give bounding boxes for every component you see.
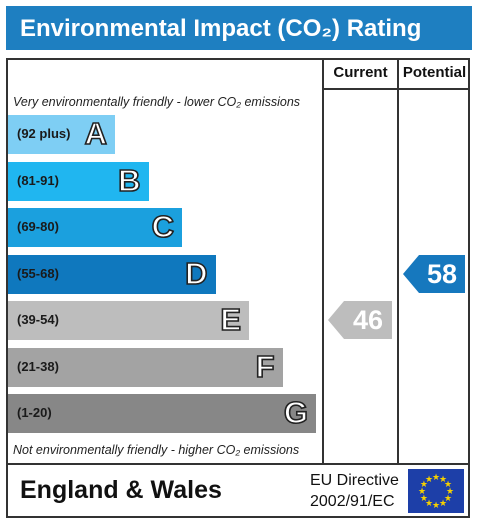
rating-value: 58 [426,258,458,289]
svg-text:★: ★ [420,480,428,490]
band-f: (21-38) F [8,347,283,387]
band-letter: E [220,301,242,338]
column-header-current: Current [333,64,388,81]
band-letter: C [151,208,175,245]
column-divider-current [322,58,324,464]
arrow-shape [328,301,392,339]
chart-title: Environmental Impact (CO₂) Rating [20,15,422,42]
band-letter: F [255,348,276,385]
header-divider [324,88,470,90]
svg-text:★: ★ [439,499,447,509]
band-e: (39-54) E [8,301,249,340]
svg-text:★: ★ [420,494,428,504]
svg-text:★: ★ [432,473,440,483]
svg-text:★: ★ [439,475,447,485]
eu-flag-icon: ★ ★ ★ ★ ★ ★ ★ ★ ★ ★ ★ ★ [408,469,464,513]
eu-directive-line1: EU Directive [310,472,399,489]
band-a: (92 plus) A [8,115,115,154]
svg-text:★: ★ [425,475,433,485]
band-range-label: (1-20) [17,405,52,420]
svg-text:★: ★ [446,487,454,497]
svg-text:★: ★ [425,499,433,509]
footer-divider [6,463,470,465]
band-letter: G [283,394,309,431]
title-bar: Environmental Impact (CO₂) Rating [6,6,472,50]
band-letter: B [117,162,141,199]
band-letter: A [84,115,108,152]
band-range-label: (92 plus) [17,126,71,141]
svg-text:★: ★ [418,487,426,497]
region-label: England & Wales [20,476,222,504]
bottom-note: Not environmentally friendly - higher CO… [13,443,300,457]
top-note: Very environmentally friendly - lower CO… [13,95,301,109]
band-g: (1-20) G [8,394,316,433]
band-range-label: (81-91) [17,172,59,188]
band-letter: D [184,255,208,292]
band-b: (81-91) B [8,161,149,201]
column-divider-potential [397,58,399,464]
svg-text:★: ★ [444,494,452,504]
current-rating-arrow: 46 [328,301,392,339]
band-range-label: (39-54) [17,312,59,327]
rating-value: 46 [352,305,384,335]
band-c: (69-80) C [8,208,182,247]
band-range-label: (69-80) [17,219,59,234]
band-range-label: (21-38) [17,358,59,374]
svg-text:★: ★ [444,480,452,490]
svg-text:★: ★ [432,501,440,511]
column-header-potential: Potential [402,64,467,81]
band-d: (55-68) D [8,254,216,294]
band-range-label: (55-68) [17,265,59,281]
arrow-shape [403,254,465,293]
eu-directive: EU Directive 2002/91/EC [310,470,399,512]
potential-rating-arrow: 58 [403,254,465,293]
rating-frame [6,58,470,518]
eu-directive-line2: 2002/91/EC [310,493,395,510]
